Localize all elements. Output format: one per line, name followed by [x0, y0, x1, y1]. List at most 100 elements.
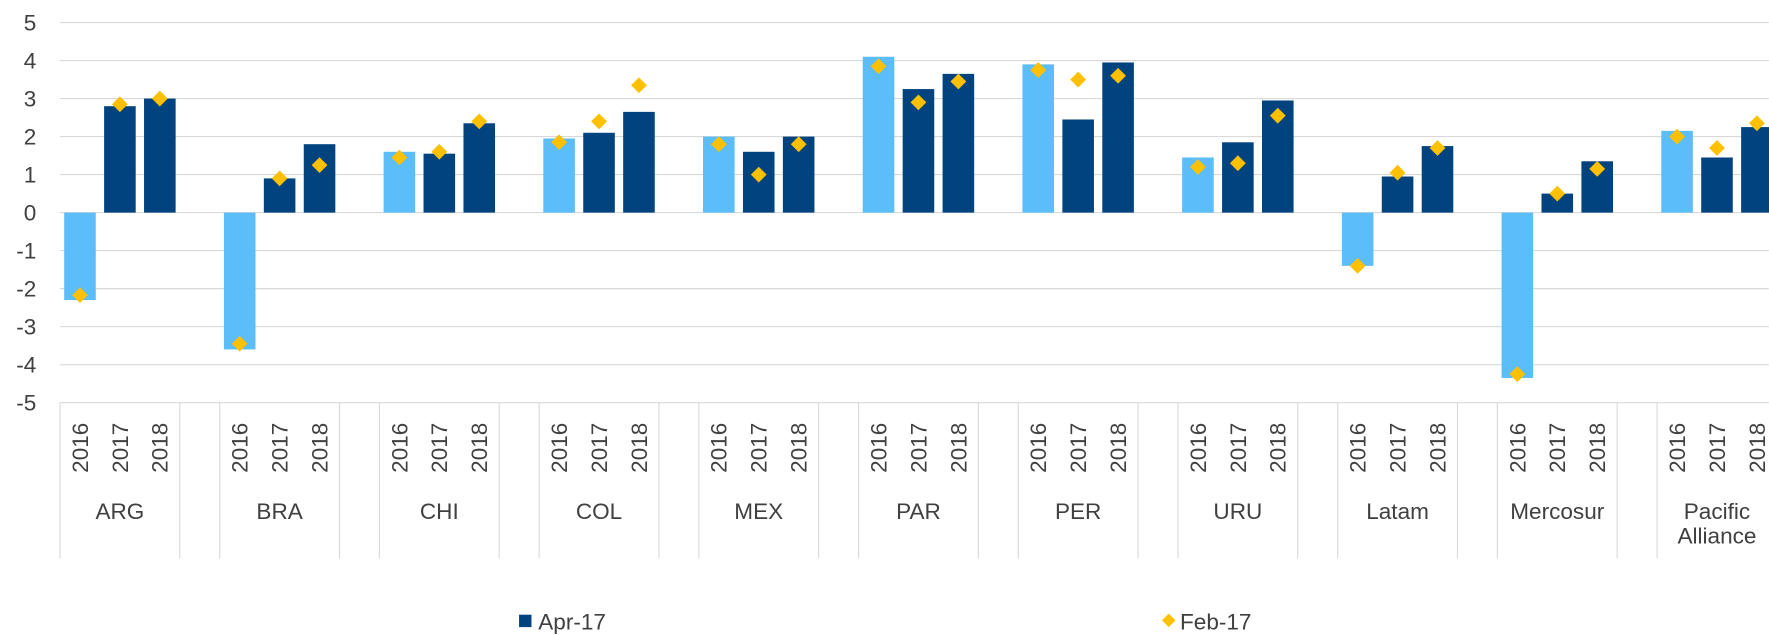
- bar: [64, 212, 96, 301]
- diamond-marker: [1229, 155, 1246, 172]
- diamond-marker: [591, 113, 607, 130]
- bar: [1381, 176, 1414, 213]
- x-tick-label: 2016: [1665, 423, 1690, 473]
- diamond-marker: [1429, 140, 1446, 156]
- group-label: ARG: [95, 499, 145, 525]
- bar: [1341, 212, 1374, 266]
- x-tick-label: 2018: [1745, 423, 1769, 473]
- diamond-marker: [311, 157, 328, 173]
- bar: [1421, 146, 1454, 213]
- group-label: PER: [1054, 499, 1102, 525]
- x-tick-label: 2016: [1186, 423, 1211, 473]
- diamond-marker: [1389, 164, 1406, 181]
- x-tick-label: 2017: [587, 423, 612, 473]
- x-tick-label: 2018: [1266, 423, 1291, 473]
- bar: [303, 144, 336, 213]
- group-label: Latam: [1366, 499, 1429, 525]
- diamond-marker: [1110, 67, 1126, 84]
- group-label-box: Mercosur: [1510, 500, 1604, 525]
- y-tick-label: 2: [24, 124, 37, 149]
- diamond-marker: [271, 170, 288, 187]
- x-tick-label: 2017: [906, 423, 931, 473]
- diamond-marker: [1669, 128, 1685, 145]
- bar: [942, 73, 975, 213]
- x-tick-label: 2017: [1066, 423, 1091, 473]
- group-label: PAR: [896, 499, 941, 525]
- diamond-marker: [750, 166, 767, 183]
- x-tick-label: 2016: [1026, 423, 1051, 473]
- diamond-marker: [950, 73, 967, 90]
- diamond-marker: [1349, 257, 1366, 274]
- diamond-marker: [72, 287, 88, 303]
- bar: [1062, 119, 1094, 213]
- x-tick-label: 2017: [747, 423, 772, 473]
- group-label-box: MEX: [734, 499, 784, 525]
- diamond-marker: [471, 113, 488, 130]
- y-tick-label: -2: [16, 277, 36, 302]
- diamond-marker: [151, 90, 168, 107]
- bar: [1741, 127, 1769, 213]
- x-tick-label: 2018: [627, 423, 652, 473]
- bar: [223, 212, 256, 350]
- x-tick-label: 2016: [1346, 423, 1371, 473]
- bar: [144, 98, 176, 213]
- group-label-box: CHI: [419, 499, 459, 525]
- x-tick-label: 2018: [148, 423, 173, 473]
- diamond-marker: [1190, 159, 1206, 175]
- diamond-marker: [1269, 107, 1286, 124]
- x-tick-label: 2018: [787, 423, 812, 473]
- legend-swatch: [1161, 613, 1176, 628]
- x-tick-label: 2017: [1705, 423, 1730, 473]
- diamond-marker: [870, 58, 887, 75]
- y-tick-label: -3: [16, 315, 36, 340]
- x-tick-label: 2017: [268, 423, 293, 473]
- legend-label: Apr-17: [538, 609, 606, 634]
- bar: [583, 132, 615, 213]
- diamond-marker: [431, 143, 448, 160]
- diamond-marker: [1549, 185, 1566, 202]
- y-tick-label: 3: [24, 86, 37, 111]
- y-tick-label: 5: [24, 10, 37, 35]
- x-tick-label: 2018: [946, 423, 971, 473]
- group-label-box: Latam: [1366, 499, 1429, 525]
- diamond-marker: [1749, 115, 1765, 132]
- group-label: MEX: [734, 499, 784, 525]
- diamond-marker: [1030, 62, 1047, 78]
- diamond-marker: [790, 136, 807, 153]
- x-tick-label: 2017: [1545, 423, 1570, 473]
- group-label: URU: [1213, 499, 1263, 525]
- x-tick-label: 2018: [1425, 423, 1450, 473]
- diamond-marker: [1709, 140, 1725, 156]
- bar: [1501, 212, 1534, 378]
- x-tick-label: 2018: [307, 423, 332, 473]
- bar: [423, 153, 456, 213]
- x-tick-label: 2016: [707, 423, 732, 473]
- x-tick-label: 2018: [467, 423, 492, 473]
- bar: [104, 106, 136, 213]
- legend-label: Feb-17: [1180, 609, 1251, 634]
- group-label: Pacific Alliance: [1677, 499, 1757, 550]
- group-label: CHI: [419, 499, 459, 525]
- bar: [463, 123, 496, 213]
- bar: [543, 138, 575, 213]
- group-label-box: PAR: [896, 499, 941, 525]
- group-label-box: BRA: [256, 499, 303, 525]
- x-tick-label: 2017: [1385, 423, 1410, 473]
- x-tick-label: 2016: [68, 423, 93, 473]
- bar: [1222, 142, 1254, 213]
- group-label-box: ARG: [95, 499, 145, 525]
- diamond-marker: [1070, 71, 1087, 88]
- group-label-box: Pacific Alliance: [1677, 499, 1757, 550]
- x-tick-label: 2016: [866, 423, 891, 473]
- group-label-box: URU: [1213, 499, 1263, 525]
- x-tick-label: 2018: [1585, 423, 1610, 473]
- y-tick-label: -4: [16, 353, 36, 378]
- y-tick-label: 1: [24, 162, 37, 187]
- bar: [1102, 62, 1134, 213]
- bar: [1022, 64, 1055, 213]
- group-label: BRA: [256, 499, 303, 525]
- x-tick-label: 2016: [547, 423, 572, 473]
- diamond-marker: [1589, 161, 1606, 177]
